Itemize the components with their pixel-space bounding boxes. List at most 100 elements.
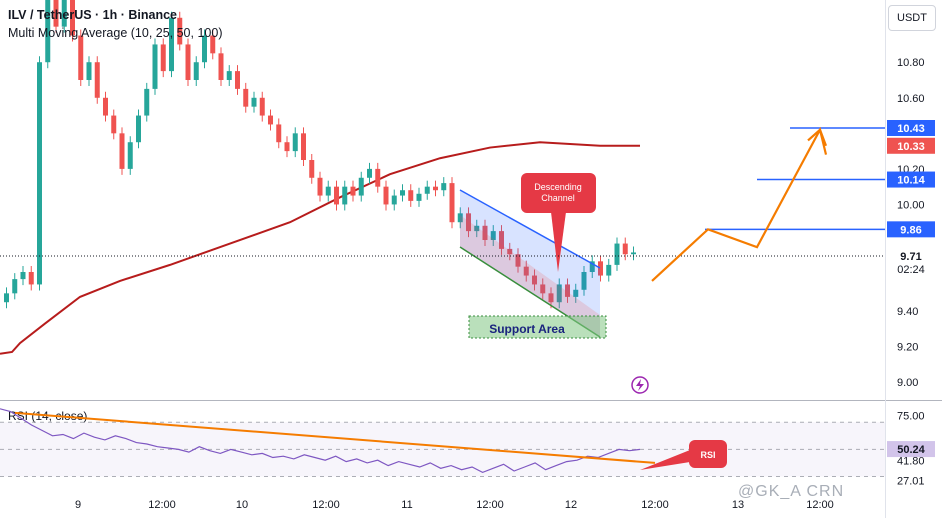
candle	[169, 17, 174, 72]
candle	[375, 168, 381, 187]
channel-callout-pointer	[551, 212, 566, 272]
candle	[367, 168, 372, 178]
candle	[86, 62, 92, 80]
indicator-title[interactable]: Multi Moving Average (10, 25, 50, 100)	[8, 26, 223, 40]
candle	[276, 124, 282, 143]
rsi-callout	[689, 440, 727, 468]
candle	[193, 62, 199, 80]
time-tick-label: 9	[75, 499, 81, 511]
time-tick-label: 10	[236, 499, 248, 511]
price-label-box	[887, 221, 935, 238]
candle	[127, 142, 133, 169]
price-label-box	[887, 137, 935, 154]
channel-upper-line	[459, 189, 601, 269]
time-tick-label: 11	[401, 499, 412, 511]
candle	[358, 177, 364, 196]
candle	[53, 0, 59, 27]
channel-fill-upper	[460, 190, 600, 337]
bar-countdown: 02:24	[897, 264, 925, 276]
support-area-label: Support Area	[489, 322, 565, 336]
candle	[235, 71, 240, 89]
candle	[78, 35, 84, 80]
time-tick-label: 12:00	[476, 499, 504, 511]
candle	[243, 88, 249, 107]
candle	[490, 231, 496, 240]
candle	[581, 272, 587, 290]
candle	[540, 284, 546, 294]
candle	[185, 44, 191, 80]
candle	[523, 266, 529, 276]
candle	[631, 252, 636, 255]
projection-arrow-head	[807, 127, 828, 147]
candle	[556, 284, 562, 303]
candle	[20, 272, 26, 280]
price-tick-label: 10.80	[897, 57, 925, 69]
price-label: 9.71	[900, 251, 921, 263]
candle	[408, 190, 414, 201]
candle	[334, 186, 339, 205]
candle	[103, 97, 108, 116]
candle	[548, 293, 554, 303]
candle	[284, 142, 290, 152]
price-tick-label: 10.00	[897, 199, 925, 211]
candle	[37, 62, 42, 285]
lightning-icon-bolt	[636, 379, 644, 391]
rsi-callout-label: RSI	[700, 450, 715, 460]
candle	[507, 248, 513, 255]
rsi-line	[0, 408, 641, 474]
candle	[614, 243, 620, 265]
price-label: 10.33	[897, 141, 925, 153]
candle	[424, 186, 430, 194]
candle	[309, 160, 315, 178]
rsi-tick-label: 75.00	[897, 411, 925, 423]
candle	[226, 71, 232, 80]
candle	[202, 35, 207, 63]
currency-button[interactable]: USDT	[888, 5, 936, 31]
channel-callout-label: Channel	[541, 193, 575, 203]
candle	[4, 293, 9, 303]
candle	[12, 279, 18, 294]
candle	[573, 289, 579, 297]
rsi-tick-label: 41.80	[897, 455, 925, 467]
price-label: 10.43	[897, 123, 925, 135]
candle	[111, 115, 117, 134]
candle	[251, 97, 257, 107]
time-tick-label: 12	[565, 499, 577, 511]
candle	[598, 261, 603, 276]
candle	[259, 97, 265, 116]
symbol-title[interactable]: ILV / TetherUS · 1h · Binance	[8, 8, 178, 22]
candle	[136, 115, 141, 143]
price-label-box	[887, 120, 935, 136]
candle	[342, 186, 348, 205]
candle	[144, 88, 150, 116]
time-tick-label: 12:00	[312, 499, 340, 511]
price-tick-label: 9.20	[897, 342, 918, 354]
candle	[301, 133, 306, 160]
candle	[350, 186, 356, 196]
moving-average-line	[0, 141, 640, 355]
price-label-box	[887, 171, 935, 188]
candle	[94, 62, 100, 98]
candle	[210, 35, 216, 54]
candle	[325, 186, 331, 196]
time-tick-label: 12:00	[806, 499, 834, 511]
candle	[61, 0, 67, 27]
candle	[565, 284, 570, 297]
candle	[449, 183, 455, 223]
price-label: 9.86	[900, 224, 921, 236]
candle	[433, 186, 438, 191]
price-tick-label: 10.60	[897, 93, 925, 105]
candle	[383, 186, 389, 205]
support-area-box	[468, 315, 607, 339]
price-tick-label: 9.00	[897, 377, 918, 389]
channel-callout	[521, 173, 596, 213]
candle	[416, 193, 422, 201]
candle	[532, 275, 537, 285]
candle	[441, 183, 447, 191]
rsi-trendline	[14, 411, 656, 464]
candle	[400, 190, 405, 196]
candle	[28, 272, 34, 285]
watermark: @GK_A CRN	[738, 483, 845, 500]
candle	[152, 44, 158, 89]
